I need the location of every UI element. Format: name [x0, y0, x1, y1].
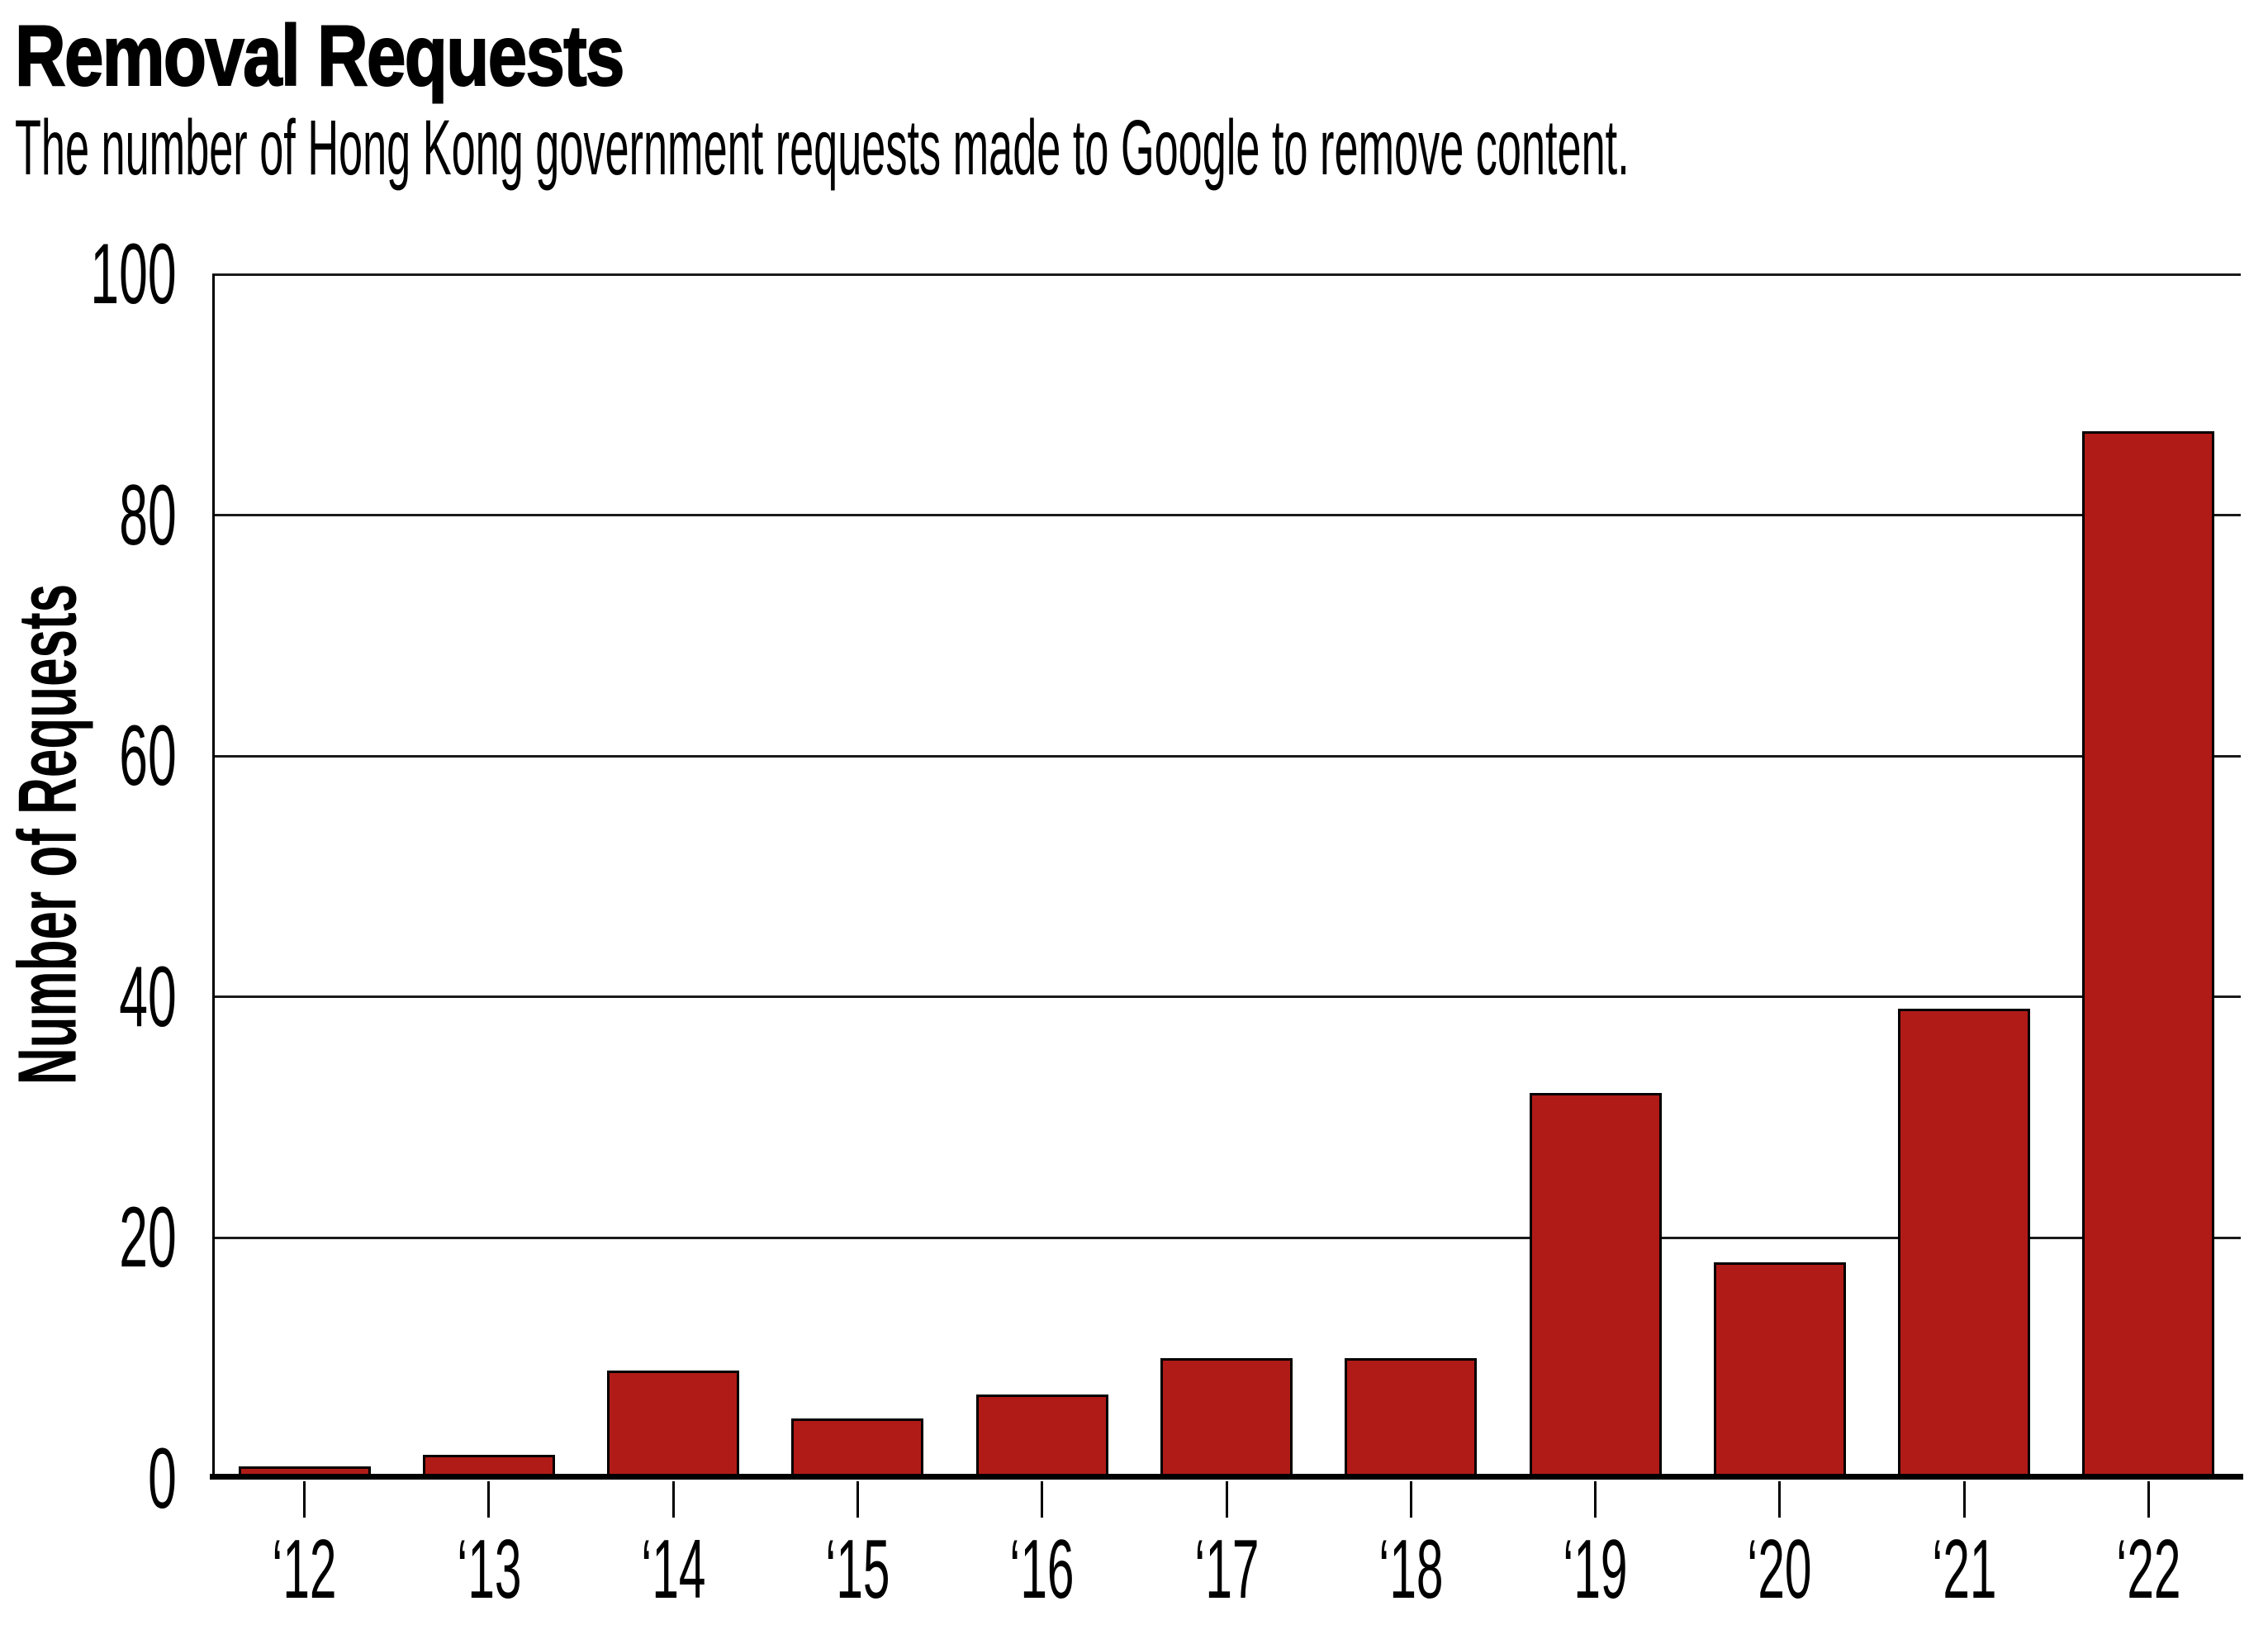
y-tick-label-40: 40	[0, 954, 177, 1040]
x-tick-22	[2147, 1481, 2150, 1518]
chart-title: Removal Requests	[14, 8, 625, 104]
x-tick-label-20: ‘20	[1656, 1527, 1904, 1613]
y-tick-label-0: 0	[0, 1436, 177, 1522]
x-tick-label-19: ‘19	[1472, 1527, 1720, 1613]
bar-20	[1713, 1262, 1846, 1479]
y-tick-label-100: 100	[0, 231, 177, 317]
x-tick-19	[1594, 1481, 1597, 1518]
x-tick-label-text: ‘21	[1931, 1523, 1997, 1616]
x-tick-label-13: ‘13	[365, 1527, 613, 1613]
x-tick-17	[1225, 1481, 1228, 1518]
bar-21	[1898, 1009, 2031, 1479]
x-tick-label-14: ‘14	[549, 1527, 797, 1613]
gridline-40	[212, 995, 2241, 999]
y-tick-label-text: 40	[119, 948, 177, 1045]
x-tick-label-18: ‘18	[1287, 1527, 1535, 1613]
x-tick-label-text: ‘19	[1563, 1523, 1628, 1616]
x-tick-20	[1778, 1481, 1782, 1518]
x-tick-label-text: ‘20	[1747, 1523, 1812, 1616]
x-axis-line	[210, 1474, 2243, 1480]
x-tick-label-text: ‘12	[272, 1523, 337, 1616]
y-tick-label-text: 20	[119, 1190, 177, 1286]
gridline-20	[212, 1236, 2241, 1239]
chart-subtitle: The number of Hong Kong government reque…	[15, 104, 1630, 192]
x-tick-label-15: ‘15	[733, 1527, 981, 1613]
x-tick-label-text: ‘15	[825, 1523, 890, 1616]
x-tick-16	[1041, 1481, 1044, 1518]
y-tick-label-text: 0	[148, 1431, 177, 1527]
x-tick-label-21: ‘21	[1840, 1527, 2088, 1613]
x-tick-label-text: ‘16	[1009, 1523, 1075, 1616]
y-tick-label-80: 80	[0, 473, 177, 558]
x-tick-14	[671, 1481, 675, 1518]
gridline-80	[212, 514, 2241, 517]
y-tick-label-60: 60	[0, 713, 177, 799]
y-tick-label-text: 60	[119, 708, 177, 805]
x-tick-label-17: ‘17	[1103, 1527, 1350, 1613]
bar-18	[1345, 1358, 1478, 1479]
x-tick-label-22: ‘22	[2024, 1527, 2268, 1613]
bar-15	[791, 1418, 924, 1479]
x-tick-label-text: ‘22	[2116, 1523, 2181, 1616]
x-tick-18	[1409, 1481, 1412, 1518]
x-tick-label-text: ‘13	[456, 1523, 521, 1616]
x-tick-label-12: ‘12	[181, 1527, 429, 1613]
x-tick-label-16: ‘16	[918, 1527, 1166, 1613]
gridline-100	[212, 273, 2241, 276]
x-tick-15	[856, 1481, 859, 1518]
y-axis-spine	[212, 274, 215, 1479]
y-tick-label-20: 20	[0, 1195, 177, 1281]
x-tick-label-text: ‘18	[1378, 1523, 1444, 1616]
y-tick-label-text: 80	[119, 467, 177, 563]
bar-22	[2082, 430, 2215, 1479]
bar-16	[975, 1394, 1108, 1479]
x-tick-label-text: ‘17	[1193, 1523, 1260, 1616]
plot-area: ‘12 ‘13 ‘14 ‘15 ‘16 ‘17 ‘18 ‘19 ‘20 ‘21 ‘22	[210, 273, 2243, 1613]
bar-14	[607, 1370, 740, 1479]
x-tick-13	[487, 1481, 491, 1518]
bar-19	[1529, 1093, 1662, 1479]
gridline-60	[212, 754, 2241, 758]
x-tick-21	[1962, 1481, 1966, 1518]
y-tick-label-text: 100	[90, 226, 177, 322]
bar-17	[1160, 1358, 1293, 1479]
x-tick-label-text: ‘14	[641, 1523, 706, 1616]
x-tick-12	[303, 1481, 306, 1518]
